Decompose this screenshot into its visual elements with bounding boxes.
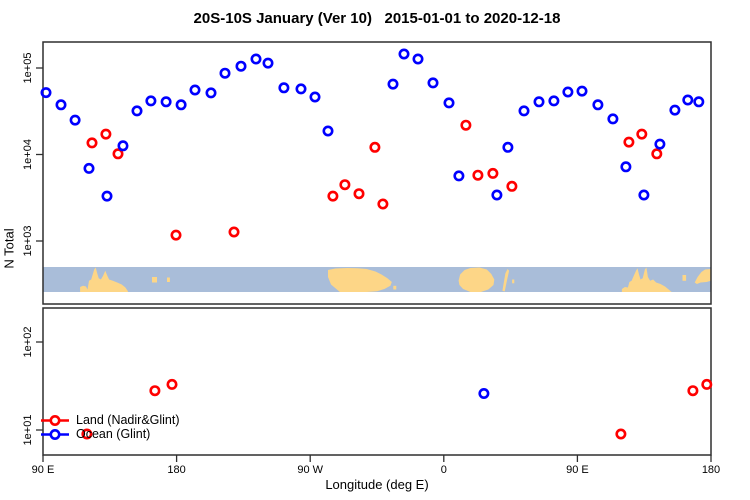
map-strip-land: [502, 269, 510, 292]
legend-marker: [49, 414, 61, 426]
data-point-ocean: [693, 96, 705, 108]
map-strip-land: [80, 267, 129, 292]
data-point-ocean: [620, 161, 632, 173]
data-point-ocean: [101, 190, 113, 202]
data-point-ocean: [654, 138, 666, 150]
data-point-land: [615, 428, 627, 440]
data-point-ocean: [533, 96, 545, 108]
data-point-ocean: [235, 60, 247, 72]
data-point-land: [100, 128, 112, 140]
data-point-ocean: [518, 105, 530, 117]
x-axis-tick-label: 90 E: [32, 464, 55, 476]
map-strip-land: [694, 269, 711, 284]
data-point-ocean: [576, 85, 588, 97]
data-point-ocean: [40, 87, 52, 99]
top-panel-border: [42, 41, 712, 305]
data-point-land: [112, 148, 124, 160]
data-point-ocean: [250, 53, 262, 65]
data-point-ocean: [175, 99, 187, 111]
map-strip-land: [512, 279, 515, 284]
data-point-ocean: [592, 99, 604, 111]
data-point-ocean: [219, 67, 231, 79]
data-point-land: [460, 119, 472, 131]
data-point-land: [81, 428, 93, 440]
data-point-ocean: [478, 387, 490, 399]
data-point-land: [377, 198, 389, 210]
data-point-land: [166, 378, 178, 390]
data-point-ocean: [309, 91, 321, 103]
chart-title: 20S-10S January (Ver 10) 2015-01-01 to 2…: [193, 10, 561, 27]
y-axis-tick-label: 1e+01: [22, 415, 34, 446]
map-strip-land: [682, 275, 687, 281]
data-point-ocean: [295, 83, 307, 95]
data-point-land: [86, 137, 98, 149]
x-axis-label: Longitude (deg E): [325, 477, 429, 492]
data-point-ocean: [117, 140, 129, 152]
data-point-land: [327, 190, 339, 202]
data-point-ocean: [55, 99, 67, 111]
data-point-land: [651, 148, 663, 160]
data-point-ocean: [412, 53, 424, 65]
data-point-ocean: [145, 95, 157, 107]
data-point-ocean: [262, 57, 274, 69]
data-point-land: [472, 169, 484, 181]
data-point-ocean: [131, 105, 143, 117]
data-point-ocean: [205, 87, 217, 99]
data-point-ocean: [398, 48, 410, 60]
data-point-ocean: [322, 125, 334, 137]
data-point-ocean: [69, 114, 81, 126]
legend-marker: [49, 428, 61, 440]
data-point-ocean: [669, 104, 681, 116]
data-point-ocean: [682, 94, 694, 106]
data-point-ocean: [502, 141, 514, 153]
data-point-ocean: [443, 97, 455, 109]
x-axis-tick-label: 90 E: [566, 464, 589, 476]
data-point-land: [487, 167, 499, 179]
data-point-land: [228, 226, 240, 238]
map-strip-land: [152, 277, 157, 283]
data-point-ocean: [562, 86, 574, 98]
data-point-land: [170, 229, 182, 241]
map-strip-land: [458, 267, 495, 292]
data-point-ocean: [278, 82, 290, 94]
data-point-land: [339, 179, 351, 191]
data-point-ocean: [160, 96, 172, 108]
data-point-land: [636, 128, 648, 140]
data-point-land: [369, 141, 381, 153]
data-point-ocean: [453, 170, 465, 182]
data-point-land: [701, 378, 713, 390]
data-point-land: [149, 385, 161, 397]
x-axis-tick-label: 0: [441, 464, 447, 476]
map-strip-land: [167, 277, 170, 282]
x-axis-tick-label: 180: [167, 464, 185, 476]
y-axis-tick-label: 1e+04: [22, 139, 34, 170]
map-strip-land: [393, 285, 397, 290]
data-point-ocean: [607, 113, 619, 125]
data-point-ocean: [427, 77, 439, 89]
legend-label-ocean: Ocean (Glint): [76, 427, 151, 441]
data-point-ocean: [189, 84, 201, 96]
data-point-ocean: [83, 162, 95, 174]
data-point-land: [623, 136, 635, 148]
data-point-land: [687, 385, 699, 397]
x-axis-tick-label: 90 W: [297, 464, 323, 476]
data-point-ocean: [638, 189, 650, 201]
data-point-ocean: [548, 95, 560, 107]
y-axis-tick-label: 1e+03: [22, 226, 34, 257]
legend-label-land: Land (Nadir&Glint): [76, 413, 180, 427]
data-point-ocean: [387, 78, 399, 90]
data-point-land: [506, 180, 518, 192]
y-axis-label: N Total: [1, 228, 17, 269]
map-strip-land: [621, 267, 672, 292]
map-strip-land: [328, 268, 392, 292]
x-axis-tick-label: 180: [702, 464, 720, 476]
y-axis-tick-label: 1e+02: [22, 327, 34, 358]
y-axis-tick-label: 1e+05: [22, 53, 34, 84]
data-point-land: [353, 188, 365, 200]
data-point-ocean: [491, 189, 503, 201]
